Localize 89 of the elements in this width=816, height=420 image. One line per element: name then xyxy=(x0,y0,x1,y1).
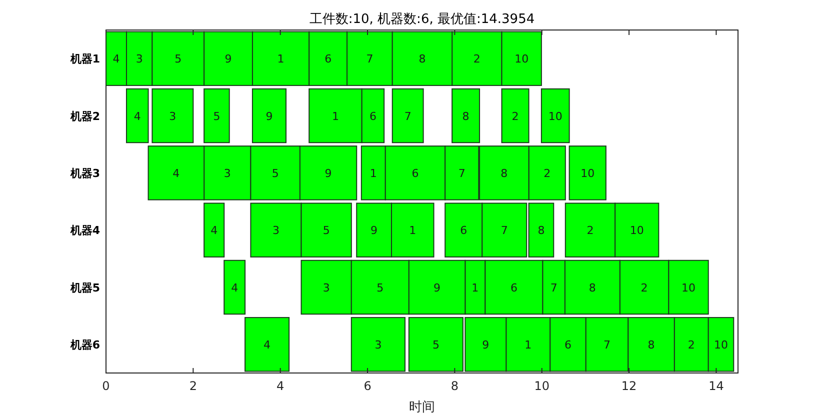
text: 7 xyxy=(366,52,374,66)
text: 6 xyxy=(510,281,518,294)
text: 5 xyxy=(432,338,440,352)
text: 4 xyxy=(112,52,120,66)
text: 10 xyxy=(682,281,696,294)
text: 2 xyxy=(640,281,648,294)
text: 1 xyxy=(524,338,532,352)
text: 1 xyxy=(370,166,377,180)
x-tick-label: 0 xyxy=(102,379,110,393)
text: 6 xyxy=(412,166,419,180)
text: 9 xyxy=(482,338,490,352)
text: 10 xyxy=(580,166,595,180)
series-label: 3 xyxy=(136,52,143,66)
series-label: 7 xyxy=(550,281,558,294)
bar xyxy=(204,202,225,258)
text: 6 xyxy=(460,224,468,238)
series-label: 5 xyxy=(213,110,220,123)
text: 1 xyxy=(277,52,284,66)
text: 2 xyxy=(688,338,695,352)
text: 9 xyxy=(434,281,441,294)
series-label: 2 xyxy=(512,110,519,123)
text: 5 xyxy=(272,166,279,180)
text: 9 xyxy=(370,224,378,238)
y-tick-label: 机器5 xyxy=(69,281,100,294)
text: 8 xyxy=(588,281,596,294)
bar xyxy=(244,317,290,372)
x-tick-label: 2 xyxy=(189,379,197,393)
text: 4 xyxy=(134,110,141,123)
x-tick-label: 8 xyxy=(450,379,459,393)
text: 9 xyxy=(224,52,232,66)
text: 1 xyxy=(332,110,339,123)
bar xyxy=(204,88,230,144)
text: 9 xyxy=(324,166,332,180)
text: 8 xyxy=(648,338,655,352)
text: 6 xyxy=(564,338,572,352)
chart-title: 工件数:10, 机器数:6, 最优值:14.3954 xyxy=(309,12,535,27)
bar xyxy=(452,88,480,144)
text: 6 xyxy=(324,52,332,66)
text: 3 xyxy=(224,166,231,180)
bar xyxy=(568,146,606,200)
bar xyxy=(252,88,287,144)
text: 2 xyxy=(473,52,480,66)
text: 10 xyxy=(548,110,562,123)
text: 4 xyxy=(264,338,271,352)
series-label: 6 xyxy=(369,110,376,123)
bar xyxy=(224,260,246,315)
text: 8 xyxy=(462,110,470,123)
x-axis-title: 时间 xyxy=(409,400,435,415)
text: 10 xyxy=(514,52,529,66)
bar xyxy=(350,317,406,372)
text: 10 xyxy=(630,224,644,238)
text: 3 xyxy=(322,281,330,294)
text: 2 xyxy=(586,224,594,238)
y-tick-label: 机器2 xyxy=(69,110,100,123)
text: 7 xyxy=(458,166,466,180)
text: 2 xyxy=(544,166,551,180)
series-label: 10 xyxy=(714,338,728,352)
x-tick-label: 12 xyxy=(621,379,637,393)
text: 5 xyxy=(174,52,182,66)
text: 7 xyxy=(500,224,508,238)
bar xyxy=(152,88,194,144)
text: 5 xyxy=(322,224,330,238)
text: 3 xyxy=(374,338,382,352)
y-tick-label: 机器3 xyxy=(69,166,100,180)
text: 4 xyxy=(172,166,180,180)
text: 1 xyxy=(409,224,416,238)
x-tick-label: 14 xyxy=(708,379,724,393)
text: 3 xyxy=(169,110,176,123)
series-label: 9 xyxy=(266,110,273,123)
series-label: 1 xyxy=(472,281,479,294)
x-tick-label: 10 xyxy=(534,379,550,393)
y-tick-label: 机器1 xyxy=(69,52,100,66)
text: 7 xyxy=(604,338,611,352)
bar xyxy=(392,88,424,144)
bar xyxy=(501,88,530,144)
text: 5 xyxy=(376,281,384,294)
series-label: 4 xyxy=(210,224,218,238)
y-tick-label: 机器6 xyxy=(69,338,100,352)
bar xyxy=(126,88,149,144)
series-label: 8 xyxy=(538,224,545,238)
x-tick-label: 4 xyxy=(276,379,284,393)
x-tick-label: 6 xyxy=(364,379,372,393)
text: 3 xyxy=(272,224,280,238)
text: 7 xyxy=(404,110,412,123)
y-tick-label: 机器4 xyxy=(69,224,100,238)
text: 4 xyxy=(231,281,238,294)
text: 8 xyxy=(500,166,508,180)
bar xyxy=(540,88,570,144)
text: 8 xyxy=(418,52,426,66)
